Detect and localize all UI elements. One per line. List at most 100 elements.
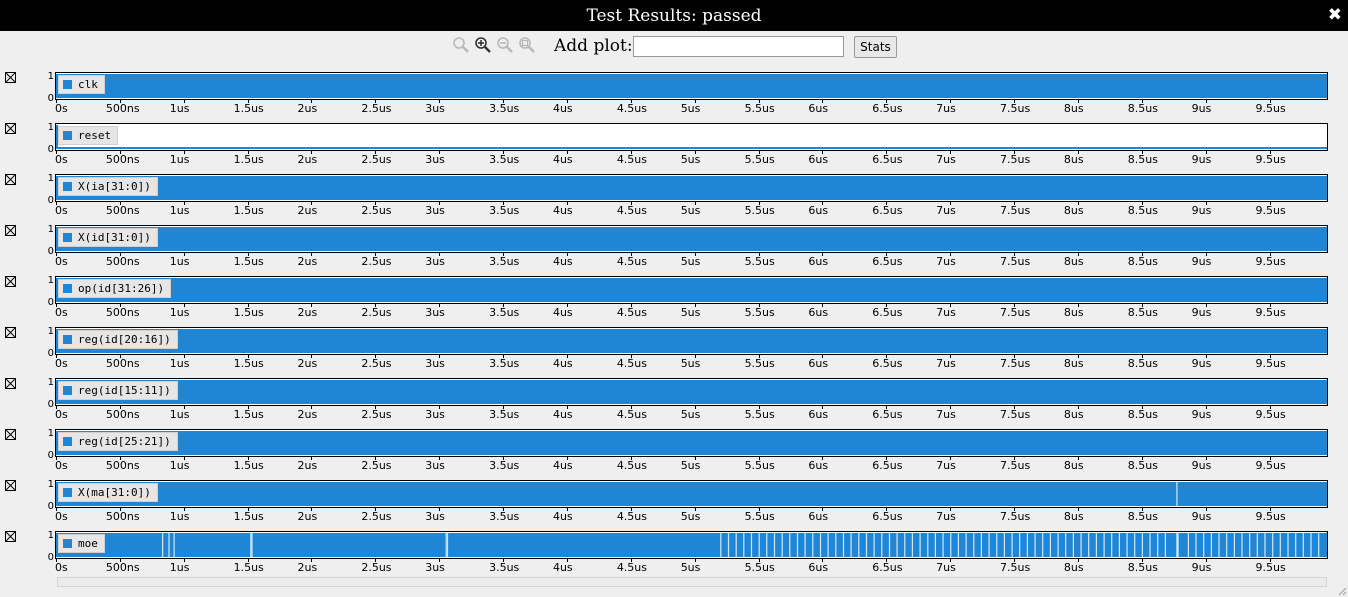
axis-tick-label: 2us bbox=[297, 561, 318, 574]
horizontal-scrollbar[interactable] bbox=[57, 577, 1327, 587]
y-axis-top-label: 1 bbox=[47, 275, 54, 286]
plot-legend: reg(id[15:11]) bbox=[58, 381, 178, 400]
axis-tick-label: 1us bbox=[169, 102, 190, 115]
axis-tick bbox=[439, 253, 441, 256]
zoom-reset-icon[interactable] bbox=[518, 36, 536, 54]
resize-grip-icon[interactable] bbox=[1337, 586, 1347, 596]
axis-tick bbox=[503, 406, 505, 409]
waveform-plot[interactable]: reg(id[15:11]) bbox=[55, 378, 1328, 406]
signal-waveform bbox=[56, 533, 1327, 557]
signal-gap bbox=[842, 533, 845, 557]
toolbar: Add plot: Stats bbox=[0, 34, 1348, 60]
signal-gap bbox=[1042, 533, 1044, 557]
axis-tick-label: 5.5us bbox=[744, 102, 775, 115]
axis-tick bbox=[822, 457, 824, 460]
remove-plot-icon[interactable] bbox=[5, 225, 16, 236]
axis-tick-label: 8.5us bbox=[1127, 102, 1158, 115]
axis-tick-label: 0s bbox=[55, 459, 68, 472]
axis-tick bbox=[758, 355, 760, 358]
waveform-plot[interactable]: X(ia[31:0]) bbox=[55, 174, 1328, 202]
remove-plot-icon[interactable] bbox=[5, 327, 16, 338]
axis-tick-label: 1us bbox=[169, 255, 190, 268]
axis-tick-label: 5.5us bbox=[744, 561, 775, 574]
y-axis-bottom-label: 0 bbox=[47, 144, 54, 155]
signal-gap bbox=[1026, 533, 1028, 557]
axis-tick bbox=[822, 508, 824, 511]
waveform-plot[interactable]: X(id[31:0]) bbox=[55, 225, 1328, 253]
time-axis: 0s 500ns 1us 1.5us 2us 2.5us 3us 3.5us 4us 4.5us 5… bbox=[0, 253, 1348, 273]
remove-plot-icon[interactable] bbox=[5, 276, 16, 287]
signal-gap bbox=[1226, 533, 1228, 557]
signal-waveform bbox=[56, 380, 1327, 404]
axis-tick-label: 0s bbox=[55, 255, 68, 268]
y-axis-top-label: 1 bbox=[47, 326, 54, 337]
signal-gap bbox=[750, 533, 753, 557]
remove-plot-icon[interactable] bbox=[5, 480, 16, 491]
waveform-canvas bbox=[56, 533, 1327, 557]
axis-tick bbox=[694, 100, 696, 103]
axis-tick-label: 4.5us bbox=[616, 153, 648, 166]
axis-tick-label: 7.5us bbox=[1000, 204, 1031, 217]
axis-tick-label: 5.5us bbox=[744, 153, 775, 166]
signal-waveform bbox=[56, 482, 1327, 506]
axis-tick-label: 8.5us bbox=[1127, 357, 1158, 370]
remove-plot-icon[interactable] bbox=[5, 531, 16, 542]
signal-name: reg(id[15:11]) bbox=[78, 384, 171, 397]
signal-gap bbox=[888, 533, 891, 557]
axis-tick bbox=[758, 406, 760, 409]
axis-tick bbox=[247, 100, 249, 103]
axis-tick-label: 6.5us bbox=[872, 510, 903, 523]
waveform-plot[interactable]: X(ma[31:0]) bbox=[55, 480, 1328, 508]
axis-tick bbox=[694, 304, 696, 307]
remove-plot-icon[interactable] bbox=[5, 429, 16, 440]
waveform-plot[interactable]: reset bbox=[55, 123, 1328, 151]
axis-tick bbox=[1269, 406, 1271, 409]
axis-tick-label: 2us bbox=[297, 357, 318, 370]
y-axis-bottom-label: 0 bbox=[47, 501, 54, 512]
signal-gap bbox=[781, 533, 783, 557]
waveform-plot[interactable]: op(id[31:26]) bbox=[55, 276, 1328, 304]
signal-name: reset bbox=[78, 129, 112, 142]
axis-tick bbox=[56, 151, 57, 154]
axis-tick-label: 8.5us bbox=[1127, 306, 1158, 319]
waveform-plot[interactable]: reg(id[20:16]) bbox=[55, 327, 1328, 355]
axis-tick-label: 4.5us bbox=[616, 561, 648, 574]
legend-swatch bbox=[63, 182, 72, 191]
axis-tick bbox=[311, 508, 313, 511]
add-plot-input[interactable] bbox=[633, 36, 844, 57]
signal-gap bbox=[1318, 533, 1320, 557]
remove-plot-icon[interactable] bbox=[5, 72, 16, 83]
waveform-plot[interactable]: moe bbox=[55, 531, 1328, 559]
axis-tick bbox=[822, 304, 824, 307]
close-icon[interactable]: ✖ bbox=[1327, 5, 1342, 25]
remove-plot-icon[interactable] bbox=[5, 174, 16, 185]
legend-swatch bbox=[63, 386, 72, 395]
axis-tick-label: 9.5us bbox=[1255, 204, 1286, 217]
axis-tick bbox=[822, 559, 824, 562]
axis-tick bbox=[375, 355, 377, 358]
zoom-in-icon[interactable] bbox=[474, 36, 492, 54]
axis-tick bbox=[1269, 253, 1271, 256]
signal-name: op(id[31:26]) bbox=[78, 282, 165, 295]
axis-tick-label: 1.5us bbox=[233, 459, 264, 472]
remove-plot-icon[interactable] bbox=[5, 123, 16, 134]
stats-button[interactable]: Stats bbox=[854, 36, 897, 58]
axis-tick bbox=[886, 100, 888, 103]
zoom-fit-icon[interactable] bbox=[452, 36, 470, 54]
axis-tick-label: 3.5us bbox=[489, 102, 520, 115]
signal-gap bbox=[1233, 533, 1235, 557]
axis-tick-label: 6.5us bbox=[872, 408, 903, 421]
axis-tick-label: 500ns bbox=[105, 408, 140, 421]
waveform-plot[interactable]: reg(id[25:21]) bbox=[55, 429, 1328, 457]
remove-plot-icon[interactable] bbox=[5, 378, 16, 389]
waveform-plot[interactable]: clk bbox=[55, 72, 1328, 100]
signal-gap bbox=[173, 533, 175, 557]
zoom-out-icon[interactable] bbox=[496, 36, 514, 54]
axis-tick bbox=[439, 406, 441, 409]
signal-gap bbox=[773, 533, 776, 557]
axis-tick-label: 4.5us bbox=[616, 102, 648, 115]
plot-legend: clk bbox=[58, 75, 105, 94]
axis-tick-label: 9.5us bbox=[1255, 561, 1286, 574]
legend-swatch bbox=[63, 284, 72, 293]
waveform-canvas bbox=[56, 380, 1327, 404]
